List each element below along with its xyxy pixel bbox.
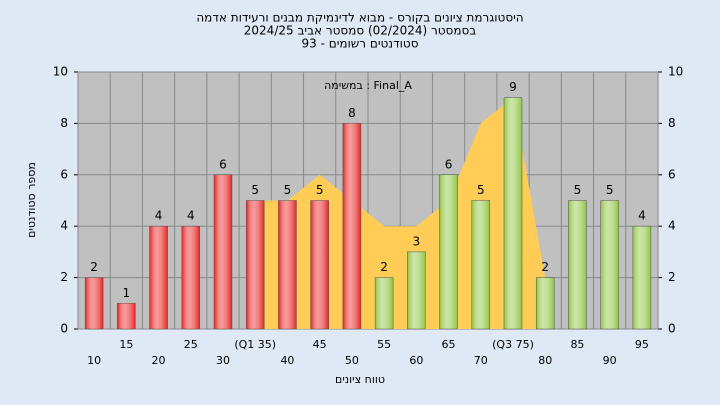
bar-shine xyxy=(310,200,329,330)
x-tick-label: 10 xyxy=(87,354,101,367)
bar-shine xyxy=(471,200,491,330)
bar-shine xyxy=(600,200,619,330)
value-label: 5 xyxy=(284,183,292,197)
x-tick-label: 15 xyxy=(119,338,133,351)
y2-tick-label: 8 xyxy=(668,116,676,130)
y2-tick-label: 6 xyxy=(668,167,676,181)
bar-shine xyxy=(503,97,523,330)
x-tick-label: 25 xyxy=(184,338,198,351)
bar-shine xyxy=(149,225,168,330)
value-label: 3 xyxy=(413,234,421,248)
x-tick-label: 45 xyxy=(313,338,327,351)
x-tick-label: 90 xyxy=(603,354,617,367)
bar-shine xyxy=(181,225,201,330)
value-label: 4 xyxy=(187,209,195,223)
value-label: 5 xyxy=(477,183,485,197)
value-label: 2 xyxy=(541,260,549,274)
x-tick-label: 80 xyxy=(538,354,552,367)
y2-tick-label: 10 xyxy=(668,65,683,79)
x-tick-label: 85 xyxy=(570,338,584,351)
annotation: במשימה : Final_A xyxy=(324,79,412,92)
title-line: היסטוגרמת ציונים בקורס - מבוא לדינמיקת מ… xyxy=(196,11,523,25)
value-label: 1 xyxy=(123,286,131,300)
value-label: 6 xyxy=(219,157,227,171)
title-line: סטודנטים רשומים - 93 xyxy=(301,37,418,51)
bar-shine xyxy=(342,123,362,330)
x-tick-label: 40 xyxy=(280,354,294,367)
value-label: 5 xyxy=(316,183,324,197)
value-label: 6 xyxy=(445,157,453,171)
x-tick-label: 60 xyxy=(409,354,423,367)
y-axis-label: מספר סטודנטים xyxy=(25,162,38,238)
bar-shine xyxy=(213,174,233,330)
value-label: 2 xyxy=(380,260,388,274)
title-line: בסמסטר (02/2024) סמסטר אביב 2024/25 xyxy=(244,24,476,38)
value-label: 2 xyxy=(90,260,98,274)
y-tick-label: 0 xyxy=(60,322,68,336)
bar-shine xyxy=(535,277,555,330)
bar-shine xyxy=(439,174,458,330)
y-tick-label: 8 xyxy=(60,116,68,130)
x-tick-label: 20 xyxy=(152,354,166,367)
bar-shine xyxy=(117,303,136,330)
bar-shine xyxy=(632,225,652,330)
y2-tick-label: 2 xyxy=(668,270,676,284)
x-tick-label: 30 xyxy=(216,354,230,367)
value-label: 8 xyxy=(348,106,356,120)
x-tick-label: 50 xyxy=(345,354,359,367)
x-tick-label: 55 xyxy=(377,338,391,351)
value-label: 5 xyxy=(574,183,582,197)
value-label: 9 xyxy=(509,80,517,94)
value-label: 5 xyxy=(606,183,614,197)
x-tick-label: 70 xyxy=(474,354,488,367)
bar-shine xyxy=(84,277,104,330)
bar-shine xyxy=(568,200,587,330)
y-tick-label: 6 xyxy=(60,167,68,181)
bar-shine xyxy=(374,277,394,330)
x-tick-label: (Q1 35) xyxy=(234,338,276,351)
value-label: 5 xyxy=(251,183,259,197)
value-label: 4 xyxy=(155,209,163,223)
y2-tick-label: 0 xyxy=(668,322,676,336)
bar-shine xyxy=(278,200,297,330)
x-tick-label: 65 xyxy=(442,338,456,351)
x-axis-label: טווח ציונים xyxy=(335,373,385,386)
x-tick-label: (Q3 75) xyxy=(492,338,534,351)
y2-tick-label: 4 xyxy=(668,219,676,233)
x-tick-label: 95 xyxy=(635,338,649,351)
value-label: 4 xyxy=(638,209,646,223)
y-tick-label: 2 xyxy=(60,270,68,284)
y-tick-label: 4 xyxy=(60,219,68,233)
bar-shine xyxy=(407,251,426,330)
bar-shine xyxy=(245,200,265,330)
y-tick-label: 10 xyxy=(53,65,68,79)
